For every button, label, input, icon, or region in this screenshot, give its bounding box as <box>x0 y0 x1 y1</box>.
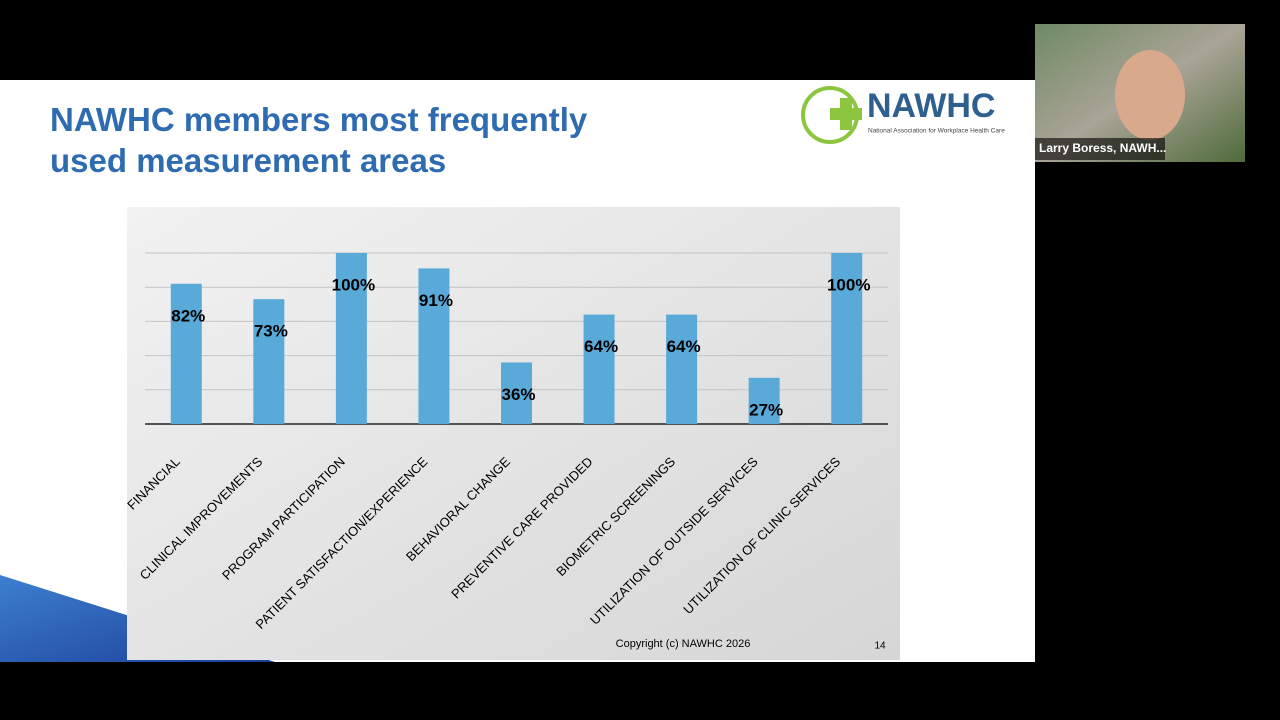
data-label: 91% <box>419 291 453 310</box>
data-label: 100% <box>332 275 375 294</box>
bar <box>418 268 450 424</box>
logo-cross <box>830 108 862 120</box>
bar <box>335 253 367 424</box>
bar <box>170 283 202 424</box>
bar <box>748 377 780 424</box>
participant-figure <box>1115 50 1185 140</box>
data-label: 82% <box>171 306 205 325</box>
bar <box>831 253 863 424</box>
name-tag <box>1035 138 1165 160</box>
bar <box>253 299 285 424</box>
data-label: 36% <box>501 385 535 404</box>
data-label: 64% <box>667 337 701 356</box>
participant-name: Larry Boress, NAWH... <box>1039 141 1166 155</box>
data-label: 64% <box>584 337 618 356</box>
bar <box>501 362 532 424</box>
data-label: 73% <box>254 322 288 341</box>
chart-area <box>127 207 900 660</box>
data-label: 100% <box>827 275 870 294</box>
video-tile: Larry Boress, NAWH... <box>1035 24 1245 162</box>
slide-title: used measurement areas <box>50 142 446 179</box>
page-number: 14 <box>874 641 886 652</box>
logo-subtitle: National Association for Workplace Healt… <box>868 128 1005 135</box>
logo: NAWHC National Association for Workplace… <box>801 86 1005 144</box>
footer: Copyright (c) NAWHC 2026 <box>616 638 751 650</box>
bar <box>666 314 698 424</box>
logo-text: NAWHC <box>867 87 995 125</box>
data-label: 27% <box>749 400 783 419</box>
slide-title: NAWHC members most frequently <box>50 101 588 138</box>
bar <box>583 314 615 424</box>
